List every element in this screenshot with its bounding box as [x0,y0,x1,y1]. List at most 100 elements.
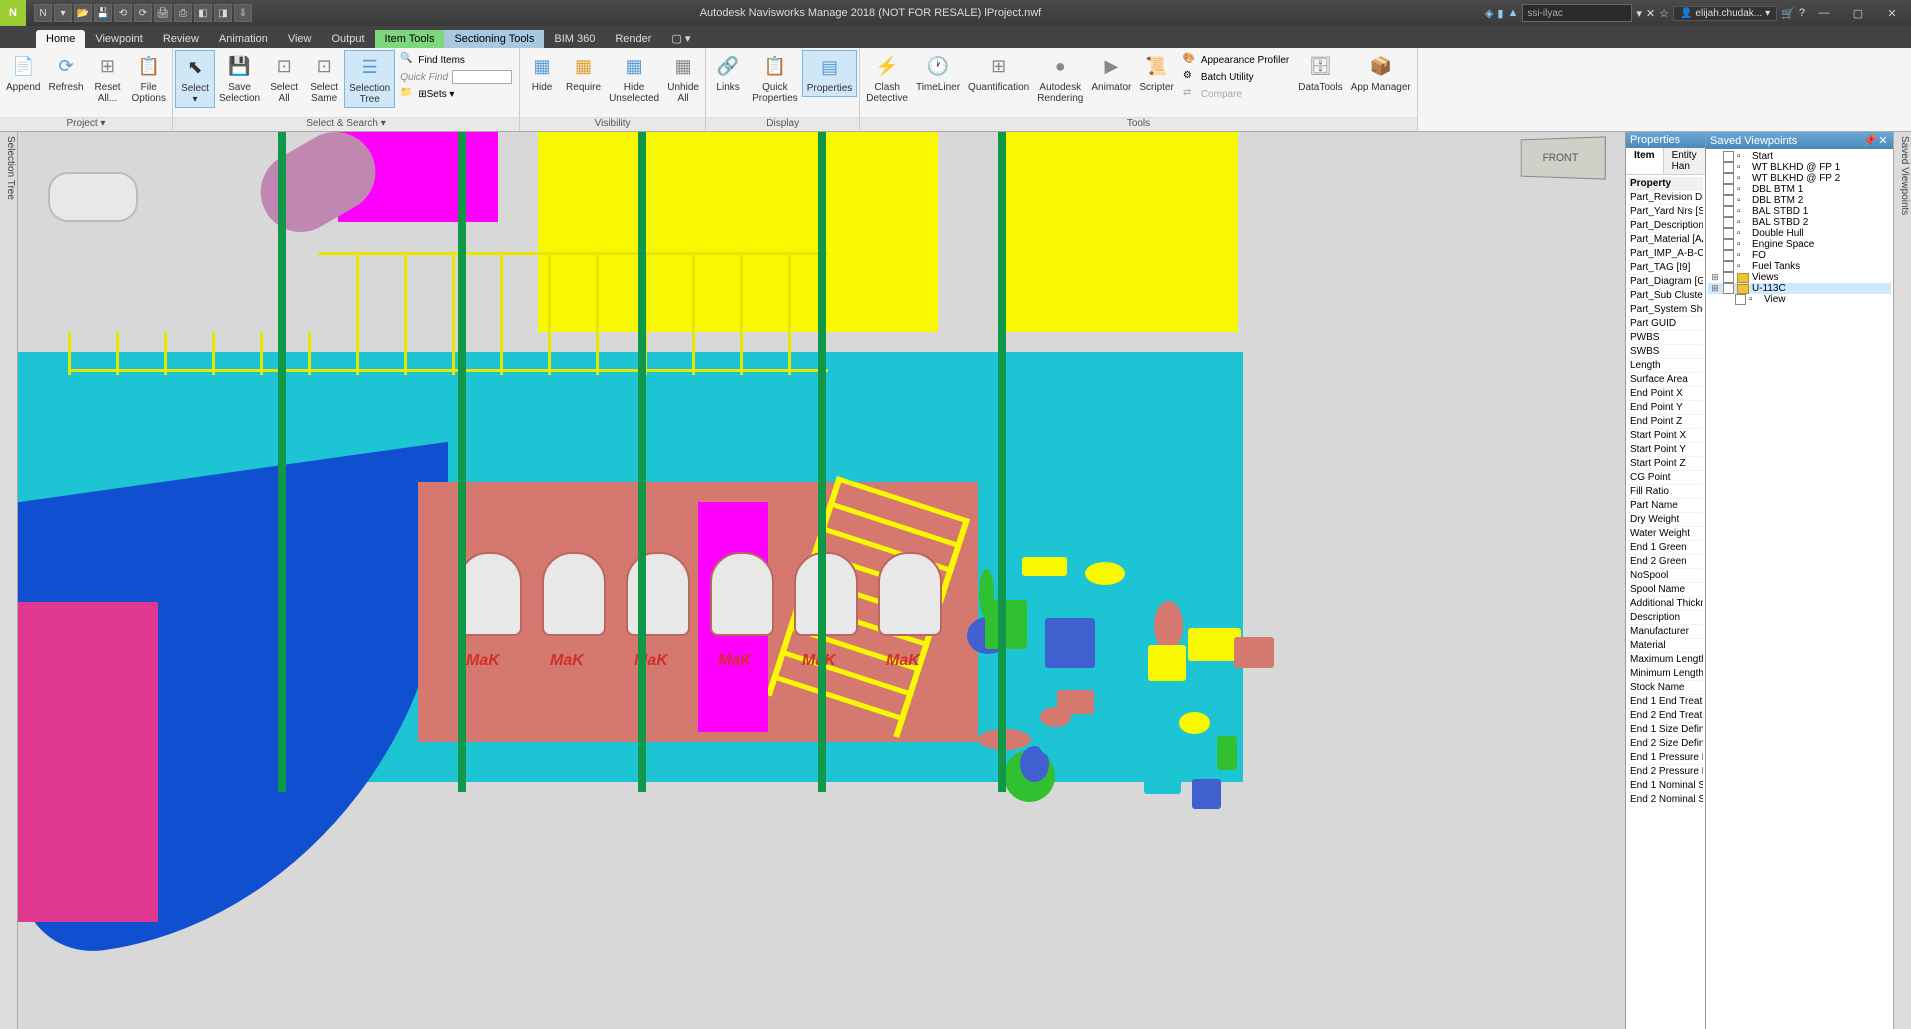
property-row[interactable]: Stock Name [1628,681,1703,695]
qat-button-0[interactable]: N [34,4,52,22]
checkbox-icon[interactable] [1723,250,1734,261]
property-row[interactable]: PWBS [1628,331,1703,345]
property-row[interactable]: Start Point Z [1628,457,1703,471]
properties-tab-item[interactable]: Item [1626,148,1664,174]
ribbon-tab-item-tools[interactable]: Item Tools [375,30,445,48]
viewpoint-item-bal-stbd-2[interactable]: ▫BAL STBD 2 [1708,217,1891,228]
property-row[interactable]: Fill Ratio [1628,485,1703,499]
property-row[interactable]: Part_Sub Cluster [K [1628,289,1703,303]
ribbon-button-app-manager[interactable]: 📦App Manager [1347,50,1415,95]
checkbox-icon[interactable] [1723,173,1734,184]
property-row[interactable]: Manufacturer [1628,625,1703,639]
property-row[interactable]: End Point Y [1628,401,1703,415]
property-row[interactable]: End Point Z [1628,415,1703,429]
viewpoint-item-dbl-btm-2[interactable]: ▫DBL BTM 2 [1708,195,1891,206]
property-row[interactable]: End 1 Nominal Siz [1628,779,1703,793]
ribbon-small-appearance-profiler[interactable]: 🎨Appearance Profiler [1180,52,1292,68]
ribbon-button-hide[interactable]: ▦HideUnselected [605,50,663,106]
viewpoint-item-wt-blkhd-fp-2[interactable]: ▫WT BLKHD @ FP 2 [1708,173,1891,184]
property-row[interactable]: Part_Yard Nrs [S] [1628,205,1703,219]
property-row[interactable]: Part_Revision Date [1628,191,1703,205]
ribbon-small-quick-find[interactable]: Quick Find [397,69,515,85]
property-row[interactable]: Dry Weight [1628,513,1703,527]
maximize-button[interactable]: ▢ [1843,3,1873,23]
saved-viewpoints-tab[interactable]: Saved Viewpoints [1893,132,1911,1029]
property-row[interactable]: Water Weight [1628,527,1703,541]
viewpoint-item-engine-space[interactable]: ▫Engine Space [1708,239,1891,250]
infocenter-icon[interactable]: ◈ [1485,7,1493,20]
property-row[interactable]: End 1 Size Definiti [1628,723,1703,737]
ribbon-button-animator[interactable]: ▶Animator [1087,50,1135,95]
ribbon-button-select[interactable]: ⊡SelectSame [304,50,344,106]
qat-button-2[interactable]: 📂 [74,4,92,22]
viewpoint-item-fuel-tanks[interactable]: ▫Fuel Tanks [1708,261,1891,272]
checkbox-icon[interactable] [1723,184,1734,195]
ribbon-button-file[interactable]: 📋FileOptions [128,50,170,106]
ribbon-tab-bim-360[interactable]: BIM 360 [544,30,605,48]
ribbon-tab-home[interactable]: Home [36,30,85,48]
property-row[interactable]: Part_TAG [I9] [1628,261,1703,275]
viewpoint-item-views[interactable]: ⊞Views [1708,272,1891,283]
property-row[interactable]: Length [1628,359,1703,373]
viewcube[interactable]: FRONT [1521,136,1606,179]
property-row[interactable]: End 2 Pressure Ra [1628,765,1703,779]
ribbon-button-autodesk[interactable]: ●AutodeskRendering [1033,50,1087,106]
property-row[interactable]: CG Point [1628,471,1703,485]
properties-tab-entity-han[interactable]: Entity Han [1664,148,1706,174]
property-row[interactable]: End Point X [1628,387,1703,401]
property-row[interactable]: Part Name [1628,499,1703,513]
property-row[interactable]: End 1 End Treatme [1628,695,1703,709]
viewpoint-item-dbl-btm-1[interactable]: ▫DBL BTM 1 [1708,184,1891,195]
property-row[interactable]: End 2 End Treatme [1628,709,1703,723]
property-row[interactable]: Material [1628,639,1703,653]
pin-icon[interactable]: 📌 [1863,134,1875,147]
app-logo[interactable]: N [0,0,26,26]
cart-icon[interactable]: 🛒 [1781,7,1795,20]
checkbox-icon[interactable] [1723,272,1734,283]
checkbox-icon[interactable] [1735,294,1746,305]
ribbon-button-refresh[interactable]: ⟳Refresh [44,50,87,95]
autodesk-icon[interactable]: ▲ [1507,7,1518,19]
ribbon-button-quantification[interactable]: ⊞Quantification [964,50,1033,95]
qat-button-5[interactable]: ⟳ [134,4,152,22]
qat-button-3[interactable]: 💾 [94,4,112,22]
checkbox-icon[interactable] [1723,206,1734,217]
qat-button-6[interactable]: 🖨 [154,4,172,22]
property-row[interactable]: Description [1628,611,1703,625]
ribbon-button-timeliner[interactable]: 🕐TimeLiner [912,50,964,95]
search-field[interactable]: ssi-ilyac [1522,4,1632,22]
ribbon-button-links[interactable]: 🔗Links [708,50,748,95]
qat-button-7[interactable]: ⎙ [174,4,192,22]
panel-close-icon[interactable]: ✕ [1877,134,1889,147]
close-button[interactable]: ✕ [1877,3,1907,23]
viewpoint-item-double-hull[interactable]: ▫Double Hull [1708,228,1891,239]
property-row[interactable]: Part_Description [J [1628,219,1703,233]
property-row[interactable]: End 2 Nominal Siz [1628,793,1703,807]
property-row[interactable]: Surface Area [1628,373,1703,387]
ribbon-button-properties[interactable]: ▤Properties [802,50,858,97]
property-row[interactable]: SWBS [1628,345,1703,359]
ribbon-button-reset[interactable]: ⊞ResetAll... [88,50,128,106]
ribbon-button-unhide[interactable]: ▦UnhideAll [663,50,703,106]
saved-viewpoints-header[interactable]: Saved Viewpoints 📌✕ [1706,132,1893,149]
properties-header[interactable]: Properties [1626,132,1705,148]
checkbox-icon[interactable] [1723,261,1734,272]
qat-button-1[interactable]: ▾ [54,4,72,22]
3d-viewport[interactable]: MaKMaKMaKMaKMaKMaKFRONT [18,132,1625,1029]
viewpoint-item-bal-stbd-1[interactable]: ▫BAL STBD 1 [1708,206,1891,217]
minimize-button[interactable]: — [1809,3,1839,23]
property-row[interactable]: Start Point X [1628,429,1703,443]
qat-button-9[interactable]: ◨ [214,4,232,22]
ribbon-button-quick[interactable]: 📋QuickProperties [748,50,802,106]
viewpoint-item-view[interactable]: ▫View [1708,294,1891,305]
property-row[interactable]: Maximum Length [1628,653,1703,667]
property-row[interactable]: Part_Material [AA2 [1628,233,1703,247]
viewpoint-item-fo[interactable]: ▫FO [1708,250,1891,261]
property-row[interactable]: End 2 Green [1628,555,1703,569]
cloud-icon[interactable]: ▾ [1636,7,1642,20]
ribbon-button-scripter[interactable]: 📜Scripter [1135,50,1177,95]
ribbon-tab-view[interactable]: View [278,30,322,48]
viewpoint-item-u-113c[interactable]: ⊞U-113C [1708,283,1891,294]
help-icon[interactable]: ? [1799,7,1805,19]
viewpoint-item-start[interactable]: ▫Start [1708,151,1891,162]
